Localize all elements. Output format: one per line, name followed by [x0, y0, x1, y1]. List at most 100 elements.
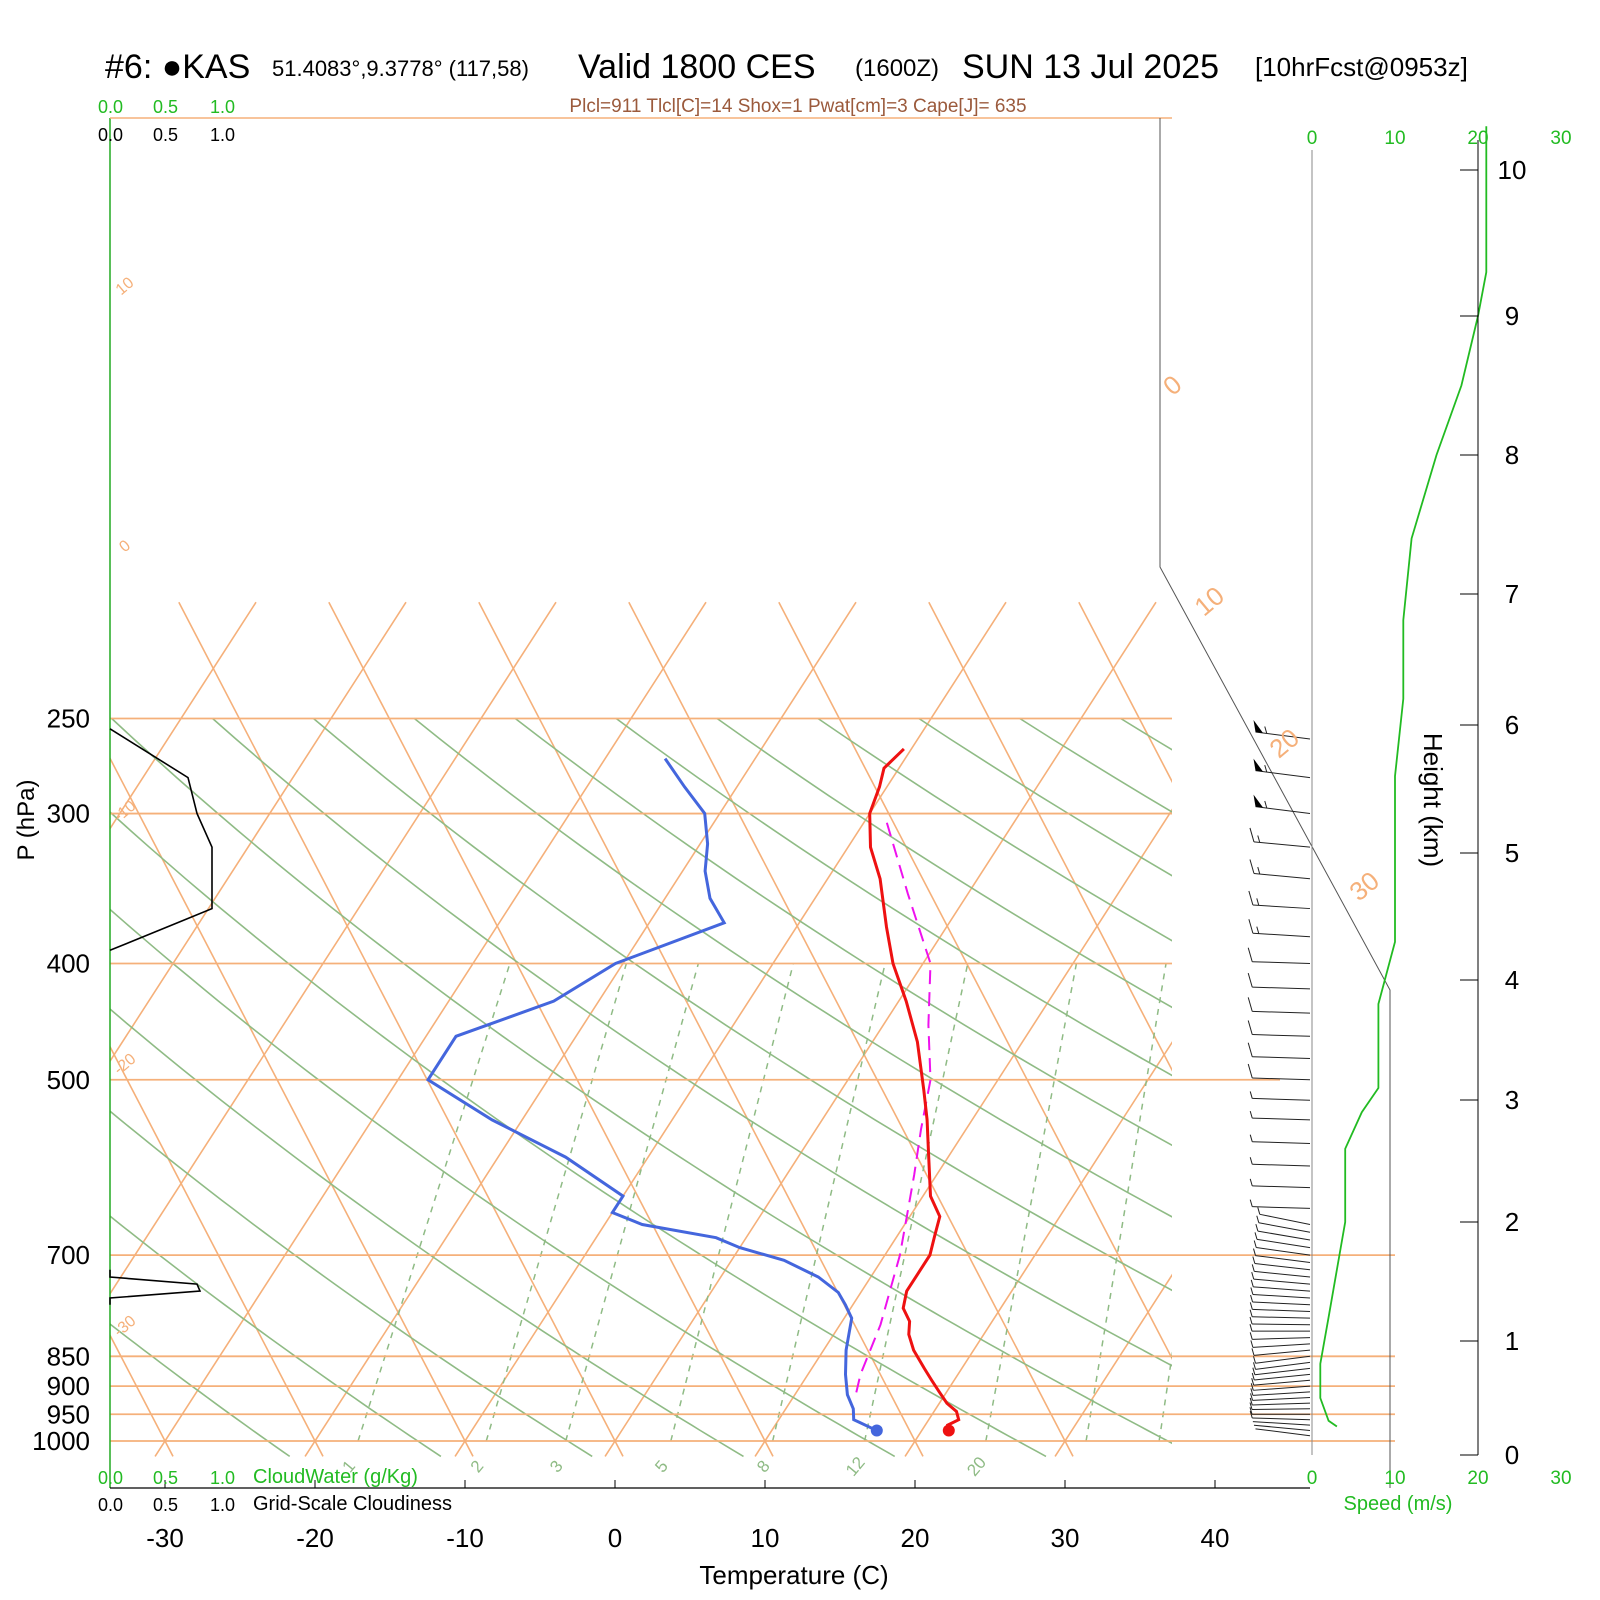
wind-barb-feather: [1247, 1020, 1253, 1035]
wind-barb-half-feather: [1250, 1294, 1254, 1303]
wind-barb: [1247, 1042, 1311, 1059]
mixing-ratio-label: 2: [467, 1457, 488, 1476]
dry-adiabat-line: [413, 717, 1172, 1218]
mixing-ratio-line: [670, 963, 795, 1442]
surface-dewpoint-dot: [870, 1424, 883, 1437]
dry-adiabat-line: [110, 1322, 291, 1458]
dry-adiabat-line: [918, 717, 1172, 877]
surface-temperature-dot: [942, 1424, 955, 1437]
wind-barb-half-feather: [1251, 1372, 1255, 1381]
valid-time: Valid 1800 CES: [578, 48, 816, 86]
cloud-scale-bottom-black-2: 1.0: [210, 1495, 235, 1515]
potential-temp-line: [1379, 602, 1600, 1456]
dry-adiabat-line: [312, 717, 1172, 1292]
isotherm-line: [904, 1041, 1172, 1457]
mixing-ratio-line: [985, 963, 1078, 1442]
station-id: #6: ●KAS: [105, 48, 250, 86]
wind-barb: [1256, 1215, 1311, 1233]
wind-barb-staff: [1257, 1230, 1311, 1241]
wind-barb-staff: [1252, 1308, 1311, 1313]
y-tick-label: 400: [47, 948, 90, 978]
wind-barb-half-feather: [1257, 1207, 1261, 1215]
isotherm-label: 0: [1157, 369, 1187, 401]
wind-barb-feather: [1248, 890, 1254, 906]
x-axis-title: Temperature (C): [699, 1560, 888, 1590]
dewpoint-line: [425, 757, 878, 1432]
isotherm-label: -30: [111, 1313, 140, 1341]
wind-barb-pennant: [1253, 720, 1264, 733]
cloud-scale-top-black-1: 0.5: [153, 125, 178, 145]
wind-barb-feather: [1247, 972, 1253, 988]
wind-barb-half-feather: [1249, 1324, 1253, 1332]
wind-barb-staff: [1252, 1293, 1311, 1299]
wind-barb-staff: [1252, 1185, 1311, 1189]
wind-barb-pennant: [1253, 758, 1264, 772]
wind-barb-half-feather: [1252, 1367, 1256, 1375]
wind-barb-half-feather: [1250, 1383, 1254, 1391]
cloud-profile-layer: [109, 728, 213, 1305]
height-tick-label: 0: [1505, 1440, 1519, 1470]
wind-barb-staff: [1255, 1361, 1311, 1370]
station-coords: 51.4083°,9.3778° (117,58): [272, 56, 529, 81]
wind-barb: [1249, 1178, 1311, 1189]
wind-barb: [1247, 947, 1311, 964]
wind-barb-half-feather: [1250, 1388, 1254, 1396]
potential-temp-line: [0, 602, 23, 1456]
wind-barb: [1253, 1248, 1311, 1264]
wind-barb-half-feather: [1253, 1362, 1256, 1370]
isotherm-line: [1205, 602, 1600, 1456]
cloud-scale-top-green-2: 1.0: [210, 97, 235, 117]
wind-barb-staff: [1253, 1278, 1311, 1285]
wind-barb: [1249, 1157, 1311, 1167]
wind-barb-staff: [1254, 1367, 1311, 1376]
wind-barb-staff: [1252, 1402, 1311, 1406]
y-tick-label: 250: [47, 704, 90, 734]
wind-barb-staff: [1252, 1141, 1311, 1144]
wind-barb-staff: [1255, 1255, 1311, 1264]
cloud-scale-top-green-0: 0.0: [98, 97, 123, 117]
speed-tick-top-20: 20: [1467, 128, 1488, 149]
wind-barb: [1250, 1287, 1311, 1299]
cloud-scale-bottom-green-1: 0.5: [153, 1468, 178, 1488]
wind-barb-staff: [1252, 932, 1311, 938]
potential-temp-line: [110, 1045, 324, 1457]
wind-barb: [1249, 1110, 1311, 1121]
wind-barb-staff: [1252, 1056, 1311, 1059]
mixing-ratio-line: [1158, 1350, 1172, 1442]
wind-barb-staff: [1252, 986, 1311, 990]
wind-barb: [1249, 1324, 1310, 1332]
wind-barb-feather: [1247, 1063, 1253, 1079]
wind-barb: [1251, 1264, 1311, 1278]
isotherm-label: 30: [1343, 865, 1384, 907]
wind-barb-staff: [1252, 1337, 1311, 1340]
wind-barb-half-feather: [1249, 1397, 1253, 1406]
wind-barb: [1252, 1256, 1311, 1271]
mixing-ratio-layer: [357, 963, 1172, 1442]
wind-barb: [1251, 1372, 1311, 1381]
wind-barb-staff: [1255, 806, 1311, 815]
wind-barb: [1251, 1378, 1311, 1386]
x-tick-label: 40: [1201, 1523, 1230, 1553]
isotherm-line: [1054, 1273, 1172, 1457]
utc-time: (1600Z): [855, 55, 939, 82]
wind-barb: [1249, 1199, 1311, 1209]
speed-tick-bottom-30: 30: [1550, 1468, 1571, 1489]
wind-barb: [1248, 919, 1311, 938]
wind-barb: [1249, 1332, 1311, 1340]
mixing-ratio-label: 12: [842, 1453, 869, 1480]
x-tick-label: 0: [608, 1523, 622, 1553]
height-tick-label: 8: [1505, 440, 1519, 470]
height-tick-label: 5: [1505, 838, 1519, 868]
wind-barb: [1247, 997, 1311, 1014]
potential-temp-line: [1529, 602, 1600, 1456]
potential-temp-line: [328, 601, 774, 1457]
mixing-ratio-line: [1085, 963, 1167, 1442]
dry-adiabat-line: [817, 717, 1172, 942]
wind-barb: [1253, 758, 1311, 779]
isotherm-line: [154, 601, 707, 1457]
wind-barb-staff: [1255, 770, 1311, 779]
cloudwater-label: CloudWater (g/Kg): [253, 1466, 418, 1488]
wind-barb: [1253, 1240, 1311, 1256]
wind-barb: [1249, 1134, 1311, 1144]
